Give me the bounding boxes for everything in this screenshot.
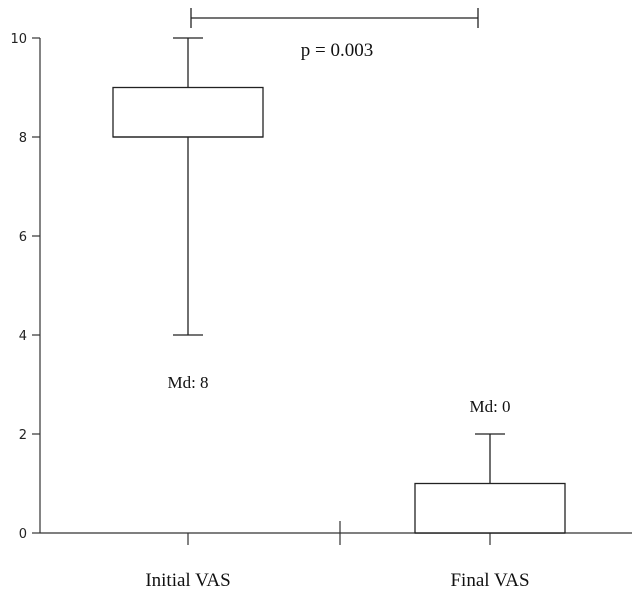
- x-category-label: Final VAS: [450, 570, 529, 591]
- y-tick-label: 8: [19, 131, 27, 146]
- y-tick-label: 2: [19, 428, 27, 443]
- x-category-label: Initial VAS: [145, 570, 230, 591]
- y-tick-label: 4: [19, 329, 27, 344]
- axes: 0 2 4 6 8 10 Initial VAS Final VAS: [10, 32, 632, 591]
- interquartile-box: [112, 86, 264, 138]
- y-tick-label: 0: [19, 527, 27, 542]
- significance-annotation: p = 0.003: [190, 8, 479, 61]
- box-final-vas: Md: 0: [414, 397, 566, 534]
- median-label: Md: 8: [167, 373, 208, 392]
- boxes: Md: 8 Md: 0: [112, 37, 566, 534]
- box-initial-vas: Md: 8: [112, 37, 264, 392]
- p-value-label: p = 0.003: [301, 40, 373, 61]
- interquartile-box: [414, 482, 566, 534]
- y-tick-label: 6: [19, 230, 27, 245]
- y-tick-label: 10: [10, 32, 27, 47]
- median-label: Md: 0: [469, 397, 510, 416]
